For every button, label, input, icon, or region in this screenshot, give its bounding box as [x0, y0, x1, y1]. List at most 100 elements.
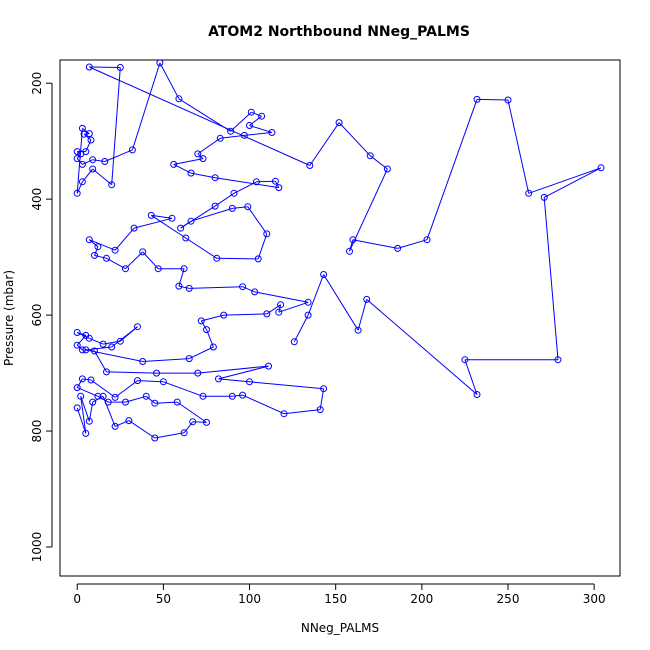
y-tick-label: 400 — [30, 188, 44, 211]
data-point — [185, 355, 193, 363]
series-segment — [142, 358, 190, 362]
data-point — [103, 254, 110, 262]
data-point — [101, 158, 109, 165]
data-point — [247, 108, 255, 116]
series-segment — [319, 388, 325, 410]
data-point — [316, 406, 324, 414]
data-point — [151, 434, 159, 442]
series-segment — [151, 214, 187, 239]
series-segment — [214, 192, 235, 207]
series-segment — [242, 394, 285, 415]
series-segment — [190, 207, 233, 222]
data-point — [77, 392, 85, 400]
series-segment — [349, 168, 388, 252]
series-segment — [83, 133, 92, 141]
data-point — [168, 214, 176, 222]
data-point — [220, 311, 228, 319]
data-point — [91, 347, 98, 355]
data-point — [280, 410, 288, 418]
series-segment — [180, 205, 216, 229]
series-segment — [94, 254, 107, 259]
data-point — [99, 392, 107, 400]
data-point — [540, 193, 548, 201]
x-tick-label: 50 — [156, 592, 171, 606]
data-point — [94, 243, 102, 251]
data-point — [134, 323, 141, 331]
data-point — [254, 255, 262, 263]
series-segment — [197, 153, 204, 159]
data-point — [154, 265, 162, 273]
data-point — [346, 247, 353, 255]
data-point — [73, 384, 81, 392]
data-point — [159, 378, 167, 386]
series-segment — [131, 62, 161, 151]
series-segment — [223, 313, 267, 316]
data-point — [209, 343, 217, 351]
data-point — [268, 129, 276, 136]
data-point — [73, 148, 81, 156]
data-point — [213, 254, 221, 262]
series-segment — [82, 128, 90, 134]
series-segment — [133, 217, 173, 229]
data-point — [128, 146, 136, 154]
data-point — [258, 112, 266, 120]
y-tick-label: 600 — [30, 304, 44, 327]
series-segment — [114, 420, 130, 427]
data-point — [304, 298, 312, 306]
data-point — [156, 60, 164, 67]
series-segment — [220, 134, 245, 139]
data-point — [306, 162, 314, 169]
series-segment — [242, 286, 255, 293]
y-tick-label: 1000 — [30, 532, 44, 563]
data-point — [122, 398, 129, 406]
data-point — [85, 130, 93, 138]
data-point — [215, 375, 222, 383]
data-point — [180, 265, 188, 273]
x-tick-label: 150 — [324, 592, 347, 606]
data-point — [189, 418, 197, 426]
data-point — [354, 326, 362, 334]
series-segment — [89, 66, 121, 68]
series-segment — [197, 365, 269, 374]
data-point — [78, 346, 86, 354]
x-axis: 0 50 100 150 200 250 300 — [73, 583, 606, 606]
data-point — [85, 417, 93, 425]
data-point — [111, 393, 119, 401]
data-point — [142, 392, 150, 400]
data-point — [122, 265, 129, 273]
series-segment — [366, 299, 478, 395]
data-point — [82, 148, 90, 156]
data-point — [304, 311, 312, 319]
data-point — [194, 369, 202, 377]
series-segment — [176, 401, 207, 423]
data-point — [116, 64, 124, 71]
data-point — [194, 150, 202, 158]
series-segment — [188, 346, 214, 360]
plot-frame — [59, 59, 621, 577]
data-point — [125, 417, 133, 425]
data-point — [263, 310, 271, 318]
series-segment — [293, 314, 309, 343]
series-segment — [218, 365, 269, 380]
series-segment — [137, 380, 164, 383]
series-segment — [476, 98, 509, 101]
data-point — [108, 343, 116, 351]
data-point — [180, 429, 188, 437]
data-point — [175, 95, 183, 103]
data-point — [151, 399, 159, 407]
data-point — [104, 398, 112, 406]
series-segment — [88, 239, 99, 248]
x-tick-label: 0 — [73, 592, 81, 606]
data-point — [130, 224, 138, 232]
data-point — [228, 204, 236, 212]
series-segment — [257, 233, 268, 260]
data-point — [525, 189, 533, 197]
data-point — [85, 334, 93, 342]
data-point — [320, 271, 328, 278]
series-segment — [111, 326, 138, 348]
data-point — [239, 283, 247, 291]
series-segment — [338, 122, 371, 157]
series-segment — [543, 197, 559, 360]
series-segment — [190, 172, 216, 179]
